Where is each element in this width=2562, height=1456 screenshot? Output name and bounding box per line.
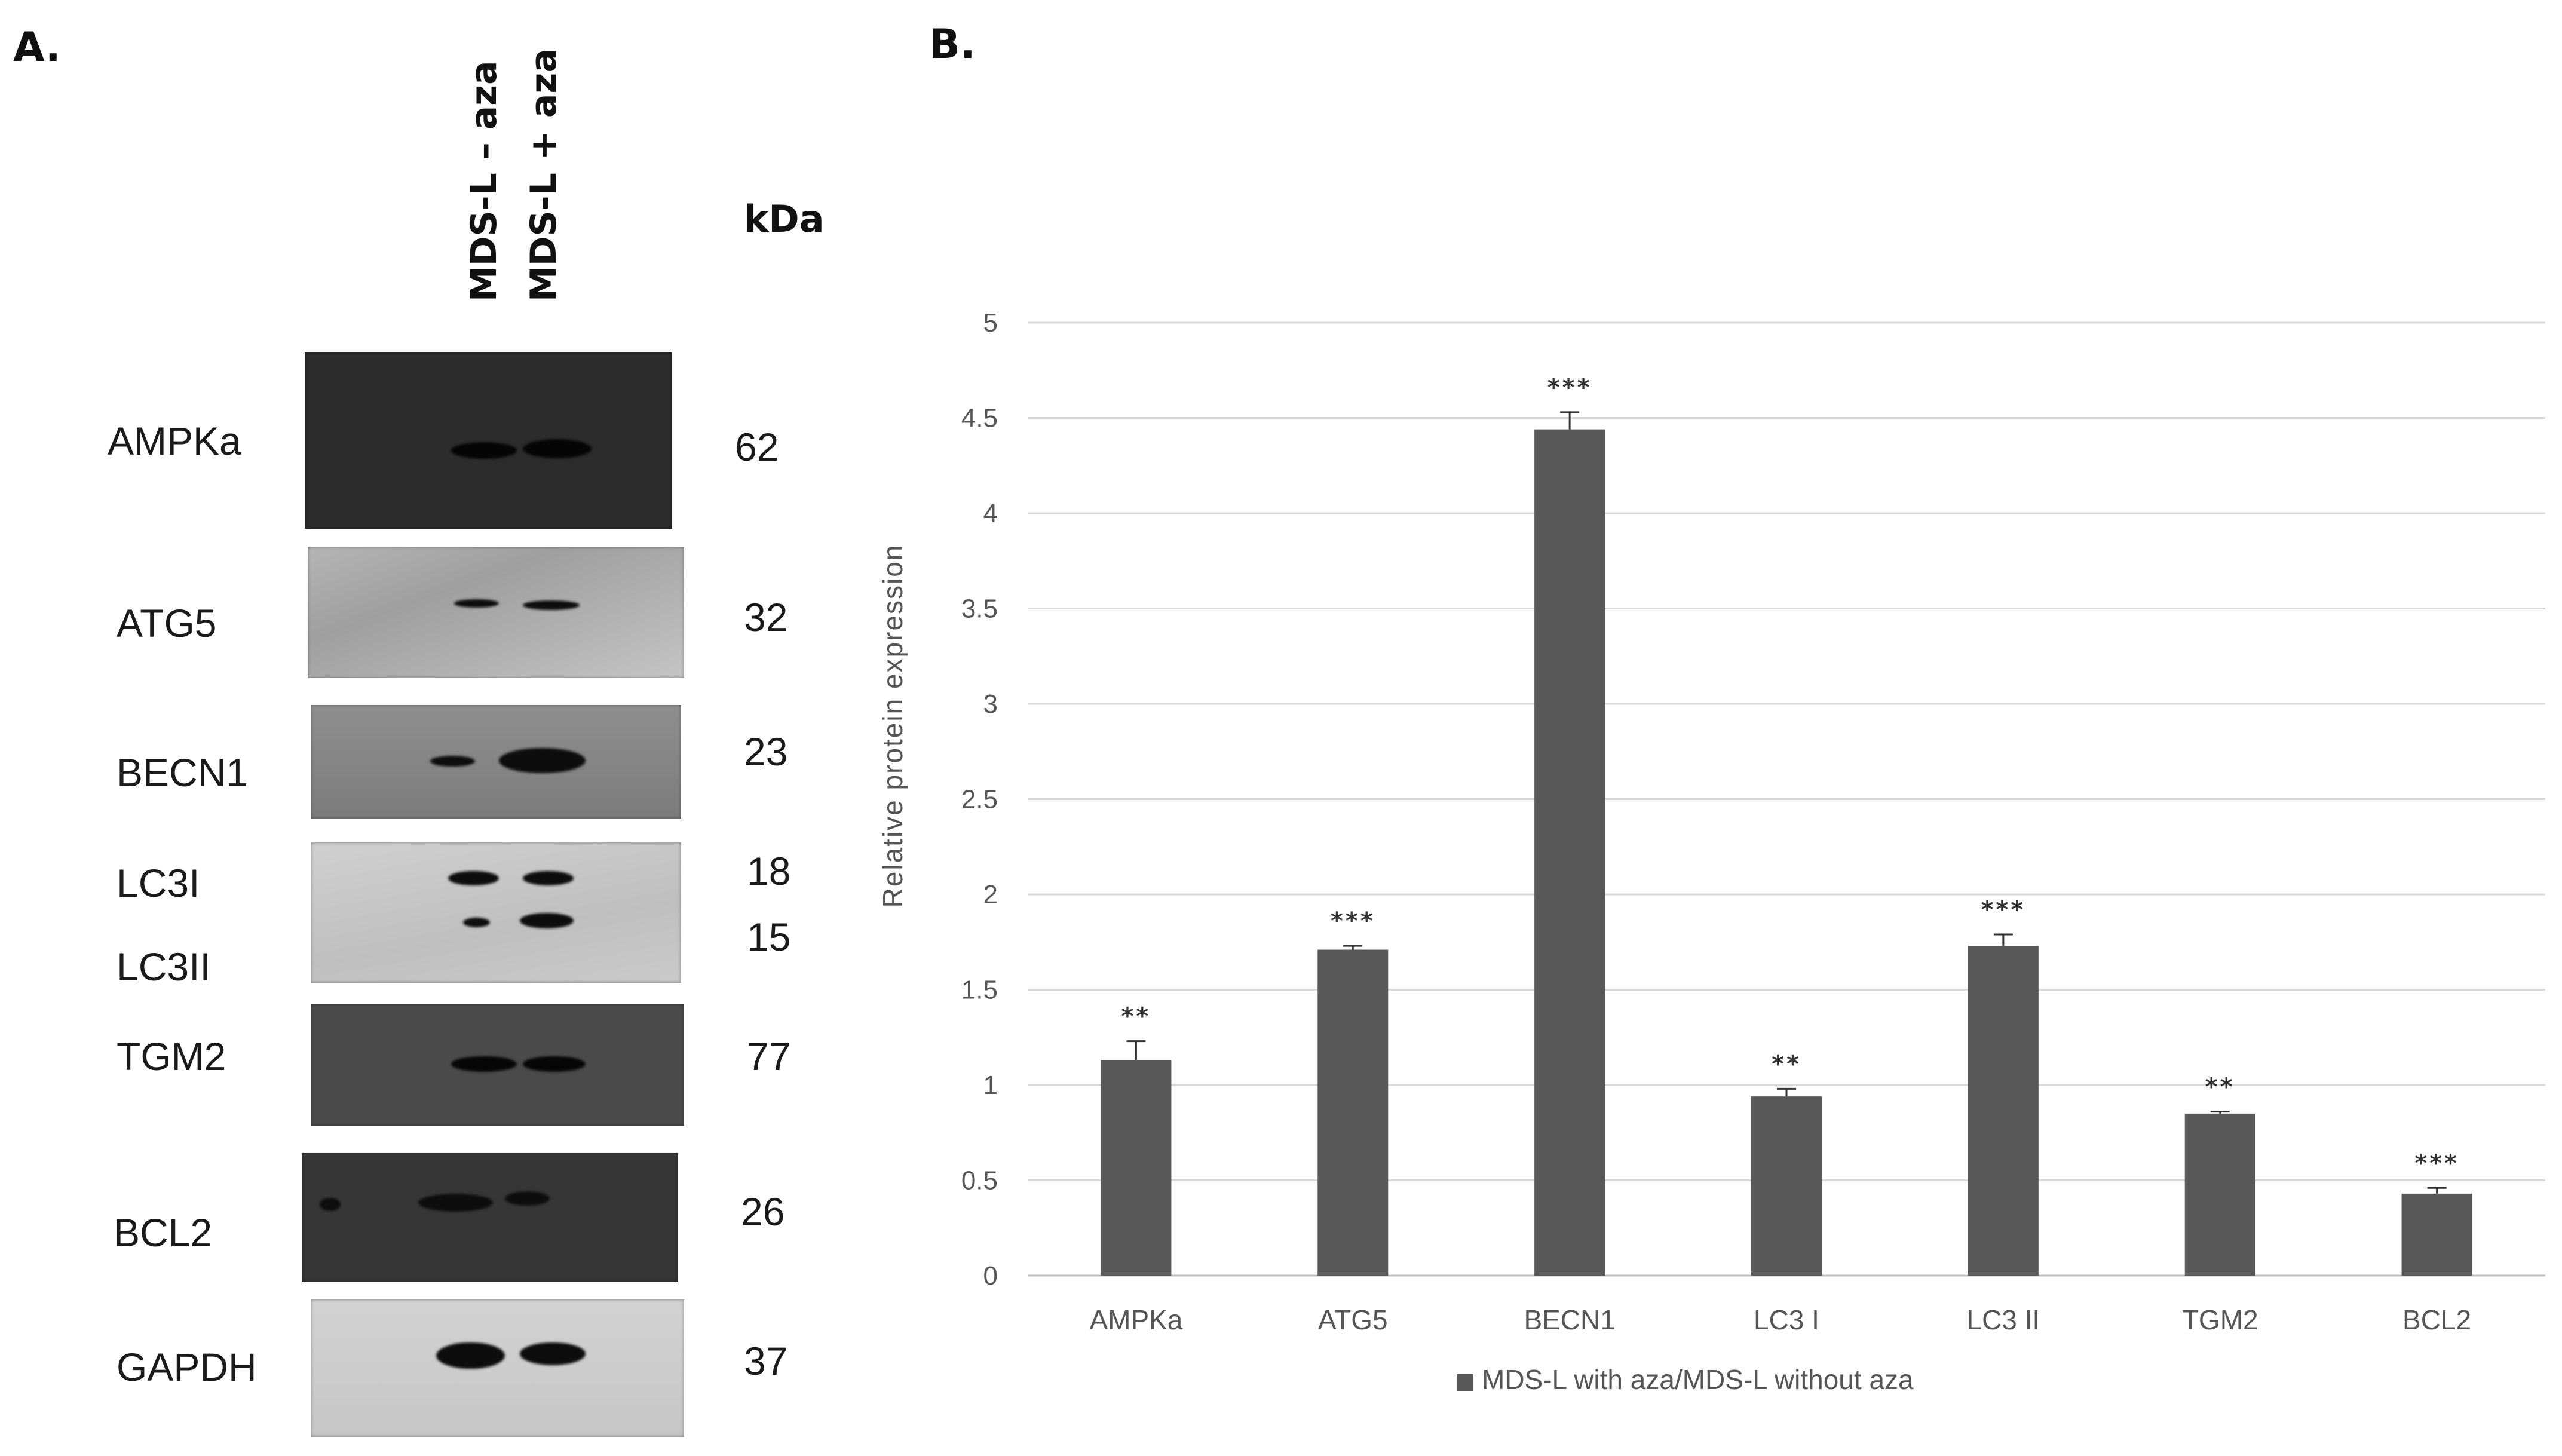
significance-label: *** (2414, 1150, 2459, 1177)
band-lc3ii-without-aza (463, 918, 490, 927)
band-bcl2-without-aza (418, 1194, 493, 1212)
kda-value-lc3ii: 15 (747, 915, 791, 959)
significance-labels: ****************** (1121, 374, 2459, 1177)
band-becn1-with-aza (499, 748, 586, 773)
band-becn1-without-aza (430, 756, 475, 767)
y-tick-label: 2.5 (961, 785, 998, 814)
error-bar (1343, 945, 1363, 950)
error-bar (1126, 1040, 1146, 1060)
blot-strip-ampka (305, 352, 672, 529)
blot-strip-becn1 (311, 705, 681, 819)
y-tick-label: 4.5 (961, 404, 998, 433)
protein-label-lc3i: LC3I (117, 861, 200, 905)
y-tick-label: 0.5 (961, 1166, 998, 1196)
significance-label: *** (1331, 908, 1375, 935)
band-bcl2-artifact (320, 1198, 341, 1211)
band-ampka-with-aza (523, 439, 592, 458)
kda-value-lc3i: 18 (747, 849, 791, 893)
category-label: TGM2 (2182, 1304, 2258, 1335)
band-ampka-without-aza (451, 442, 517, 459)
bar (2401, 1193, 2472, 1276)
error-bars (1126, 411, 2447, 1194)
significance-label: ** (2205, 1074, 2235, 1101)
kda-value-atg5: 32 (744, 595, 788, 639)
bar (1534, 429, 1605, 1276)
lane-label-with-aza: MDS-L + aza (523, 48, 565, 302)
band-lc3i-without-aza (448, 871, 499, 885)
bar-chart: 00.511.522.533.544.55 ******************… (877, 308, 2545, 1395)
kda-value-tgm2: 77 (747, 1034, 791, 1078)
band-lc3ii-with-aza (520, 913, 574, 928)
blot-strip-bcl2 (302, 1153, 678, 1282)
protein-label-lc3ii: LC3II (117, 945, 211, 989)
band-gapdh-with-aza (520, 1342, 586, 1365)
bar (2184, 1113, 2255, 1276)
y-tick-label: 1 (983, 1071, 998, 1100)
y-tick-label: 5 (983, 308, 998, 338)
y-axis-ticks: 0 0.5 1 1.5 2 2.5 3 3.5 4 4.5 5 (961, 308, 998, 1291)
error-bar (1777, 1087, 1796, 1097)
category-label: ATG5 (1318, 1304, 1388, 1335)
y-tick-label: 1.5 (961, 976, 998, 1005)
band-atg5-without-aza (454, 599, 499, 608)
category-label: BCL2 (2402, 1304, 2471, 1335)
blot-strip-tgm2 (311, 1004, 684, 1126)
band-bcl2-with-aza (505, 1191, 550, 1206)
band-tgm2-with-aza (523, 1056, 586, 1072)
lane-label-without-aza: MDS-L – aza (463, 60, 505, 302)
blot-strip-lc3 (311, 842, 681, 983)
protein-label-tgm2: TGM2 (117, 1034, 226, 1078)
y-tick-label: 4 (983, 499, 998, 528)
error-bar (1560, 411, 1580, 430)
error-bar (1993, 933, 2013, 946)
bar (1751, 1096, 1822, 1276)
protein-label-gapdh: GAPDH (117, 1345, 257, 1389)
significance-label: *** (1547, 374, 1592, 401)
kda-value-ampka: 62 (735, 425, 779, 469)
kda-value-gapdh: 37 (744, 1339, 788, 1383)
significance-label: ** (1121, 1003, 1151, 1031)
kda-value-becn1: 23 (744, 729, 788, 774)
band-atg5-with-aza (523, 600, 580, 610)
y-tick-label: 3 (983, 689, 998, 719)
blot-strip-atg5 (308, 547, 684, 678)
chart-bars (1101, 429, 2472, 1276)
y-axis-label: Relative protein expression (877, 544, 908, 908)
protein-label-becn1: BECN1 (117, 750, 249, 795)
y-tick-label: 2 (983, 880, 998, 909)
protein-label-atg5: ATG5 (117, 601, 217, 645)
kda-value-bcl2: 26 (741, 1190, 785, 1234)
kda-header: kDa (744, 197, 825, 241)
legend-swatch (1457, 1374, 1473, 1391)
significance-label: *** (1981, 896, 2025, 924)
x-axis-categories: AMPKa ATG5 BECN1 LC3 I LC3 II TGM2 BCL2 (1089, 1304, 2471, 1335)
significance-label: ** (1772, 1050, 1801, 1078)
band-tgm2-without-aza (451, 1056, 517, 1072)
category-label: LC3 I (1754, 1304, 1819, 1335)
protein-label-ampka: AMPKa (108, 419, 241, 463)
category-label: AMPKa (1089, 1304, 1182, 1335)
blot-strip-gapdh (311, 1299, 684, 1437)
panel-b-letter: B. (929, 21, 976, 68)
chart-gridlines (1028, 321, 2545, 1277)
y-tick-label: 0 (983, 1261, 998, 1291)
y-tick-label: 3.5 (961, 594, 998, 624)
legend-label: MDS-L with aza/MDS-L without aza (1482, 1364, 1914, 1395)
bar (1317, 949, 1389, 1276)
error-bar (2210, 1111, 2230, 1114)
category-label: BECN1 (1524, 1304, 1615, 1335)
bar (1101, 1060, 1172, 1276)
bar (1968, 946, 2039, 1276)
protein-label-bcl2: BCL2 (114, 1210, 213, 1255)
band-gapdh-without-aza (436, 1342, 505, 1369)
error-bar (2427, 1187, 2447, 1194)
band-lc3i-with-aza (523, 871, 574, 885)
panel-a-letter: A. (13, 24, 61, 71)
category-label: LC3 II (1966, 1304, 2040, 1335)
